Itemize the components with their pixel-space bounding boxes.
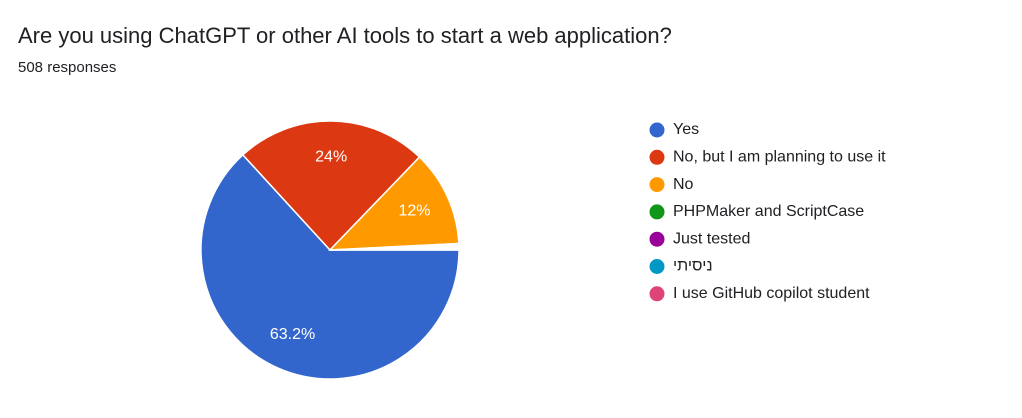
legend-swatch	[649, 231, 665, 247]
legend-label: PHPMaker and ScriptCase	[673, 203, 864, 220]
legend-swatch	[649, 259, 665, 274]
slice-label: 63.2%	[270, 326, 315, 343]
legend-label: No	[673, 176, 694, 193]
chart-title: Are you using ChatGPT or other AI tools …	[18, 23, 672, 48]
legend-label: Just tested	[673, 230, 750, 247]
legend-swatch	[649, 204, 665, 220]
chart-subtitle: 508 responses	[18, 59, 116, 76]
slice-label: 24%	[315, 148, 347, 165]
pie-slice	[200, 153, 460, 380]
legend-label: No, but I am planning to use it	[673, 149, 886, 166]
pie-slice	[241, 120, 421, 252]
pie-slice	[328, 156, 460, 251]
slice-label: 12%	[399, 203, 431, 220]
legend-swatch	[649, 149, 665, 165]
legend-label: ניסיתי	[673, 258, 713, 275]
legend-swatch	[649, 177, 665, 193]
legend-swatch	[649, 122, 665, 138]
pie-slice	[329, 247, 460, 251]
legend-swatch	[649, 286, 665, 302]
legend-label: Yes	[673, 121, 699, 138]
legend-label: I use GitHub copilot student	[673, 285, 870, 302]
